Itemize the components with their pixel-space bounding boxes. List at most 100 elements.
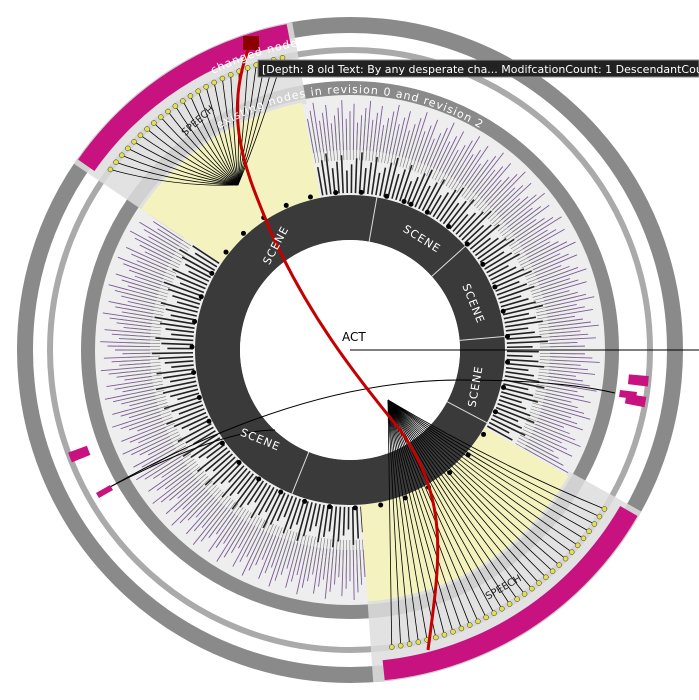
node-tick bbox=[539, 331, 572, 335]
edge bbox=[387, 399, 471, 626]
node-tick bbox=[156, 368, 195, 375]
node-tick bbox=[516, 440, 555, 461]
node-tick bbox=[387, 137, 394, 164]
edge bbox=[387, 399, 503, 609]
node-tick bbox=[130, 297, 166, 307]
node-tick bbox=[391, 173, 400, 199]
node-tick bbox=[188, 419, 210, 431]
node-tick bbox=[127, 362, 161, 365]
node-tick bbox=[521, 431, 543, 443]
node-tick bbox=[207, 495, 229, 522]
node-tick bbox=[479, 238, 515, 263]
leaf bbox=[172, 103, 179, 109]
node-tick bbox=[477, 237, 507, 260]
node-tick bbox=[505, 366, 529, 372]
node-tick bbox=[428, 194, 442, 216]
node-tick bbox=[325, 153, 332, 195]
node-tick bbox=[289, 498, 301, 530]
node-tick bbox=[484, 252, 513, 270]
node-tick bbox=[262, 490, 282, 529]
node-tick bbox=[148, 248, 181, 266]
node-tick bbox=[309, 127, 317, 164]
node-tick bbox=[512, 234, 541, 252]
edge bbox=[387, 399, 462, 629]
node-tick bbox=[435, 189, 457, 220]
node-tick bbox=[171, 364, 194, 369]
node-tick bbox=[420, 146, 432, 174]
node-tick bbox=[207, 491, 224, 510]
node-tick bbox=[250, 519, 266, 550]
edge bbox=[109, 379, 616, 488]
node-tick bbox=[234, 510, 249, 534]
node-tick bbox=[316, 166, 324, 196]
node-tick bbox=[500, 298, 529, 308]
node-tick bbox=[331, 506, 338, 548]
node-tick bbox=[154, 316, 196, 325]
node-tick bbox=[144, 263, 175, 277]
node-tick bbox=[534, 294, 569, 304]
node-tick bbox=[188, 270, 210, 282]
node-tick bbox=[534, 393, 564, 401]
tooltip-box bbox=[257, 59, 699, 78]
node-tick bbox=[172, 294, 201, 305]
leaf bbox=[113, 159, 119, 166]
node-tick bbox=[235, 513, 255, 545]
node-tick bbox=[135, 302, 165, 310]
edge bbox=[140, 134, 239, 186]
node-tick bbox=[497, 214, 519, 232]
node-tick bbox=[167, 288, 202, 301]
node-tick bbox=[178, 248, 216, 272]
node-tick bbox=[371, 122, 377, 162]
node-tick bbox=[127, 338, 161, 341]
leaf bbox=[521, 591, 528, 597]
leaf bbox=[491, 610, 497, 616]
node-tick bbox=[250, 484, 272, 519]
node-tick bbox=[510, 234, 534, 250]
node-tick bbox=[137, 396, 166, 404]
edge bbox=[387, 399, 402, 646]
leaf bbox=[458, 625, 465, 632]
node-tick bbox=[486, 253, 521, 274]
node-dot bbox=[206, 418, 212, 424]
node-tick bbox=[478, 183, 504, 211]
node-tick bbox=[158, 356, 194, 360]
node-dot bbox=[256, 476, 262, 482]
node-tick bbox=[538, 371, 568, 376]
node-dot bbox=[464, 241, 470, 247]
node-tick bbox=[518, 437, 551, 455]
node-tick bbox=[527, 417, 561, 431]
leaf bbox=[211, 79, 217, 86]
node-dot bbox=[307, 194, 313, 200]
node-tick bbox=[378, 133, 384, 163]
node-dot bbox=[492, 284, 498, 290]
node-tick bbox=[471, 174, 497, 205]
leaf bbox=[543, 574, 549, 580]
node-tick bbox=[493, 270, 532, 289]
node-tick bbox=[483, 195, 502, 215]
leaf bbox=[549, 568, 556, 574]
node-tick bbox=[264, 525, 277, 553]
edge bbox=[237, 62, 266, 186]
node-tick bbox=[489, 205, 508, 222]
node-tick bbox=[170, 388, 199, 398]
node-tick bbox=[181, 256, 214, 275]
edge bbox=[387, 399, 533, 589]
edge bbox=[387, 399, 454, 632]
leaf bbox=[180, 98, 186, 104]
node-tick bbox=[375, 172, 381, 196]
node-tick bbox=[530, 408, 568, 422]
edge bbox=[387, 399, 393, 648]
node-tick bbox=[137, 331, 161, 335]
node-tick bbox=[204, 450, 231, 472]
leaf bbox=[580, 535, 587, 542]
node-tick bbox=[506, 358, 539, 363]
node-tick bbox=[212, 453, 233, 472]
node-tick bbox=[160, 453, 192, 474]
scene-divider bbox=[368, 196, 378, 242]
edge bbox=[109, 429, 276, 488]
node-tick bbox=[179, 466, 201, 483]
node-tick bbox=[368, 128, 373, 161]
node-tick bbox=[495, 201, 529, 229]
node-tick bbox=[138, 422, 175, 439]
node-dot bbox=[401, 199, 407, 205]
